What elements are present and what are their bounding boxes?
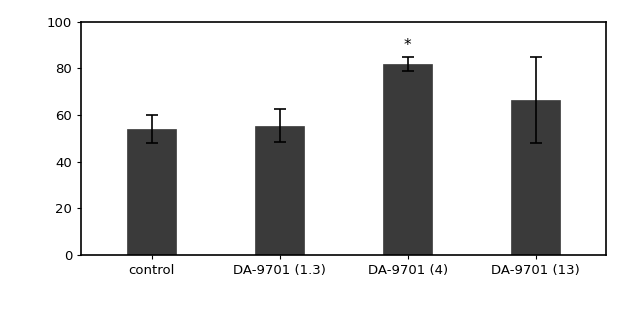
Bar [511,100,560,255]
Bar [256,126,304,255]
Bar [384,64,432,255]
Text: *: * [404,38,412,53]
Bar [127,129,176,255]
